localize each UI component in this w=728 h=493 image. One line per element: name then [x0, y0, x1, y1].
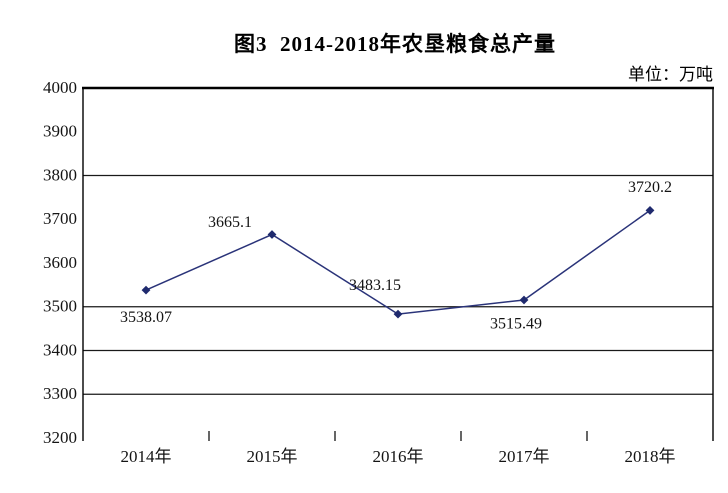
data-point-marker — [519, 295, 529, 305]
x-axis-label: 2016年 — [373, 447, 424, 466]
y-axis-label: 3800 — [43, 165, 77, 184]
x-axis-label: 2015年 — [247, 447, 298, 466]
data-label: 3720.2 — [628, 179, 672, 196]
y-axis-label: 3700 — [43, 209, 77, 228]
unit-label: 单位：万吨 — [628, 65, 713, 84]
x-axis-label: 2017年 — [499, 447, 550, 466]
y-axis-label: 3500 — [43, 297, 77, 316]
data-point-marker — [141, 285, 151, 295]
y-axis-label: 4000 — [43, 78, 77, 97]
data-label: 3538.07 — [120, 309, 172, 326]
y-axis-label: 3400 — [43, 340, 77, 359]
data-label: 3483.15 — [349, 277, 401, 294]
y-axis-label: 3600 — [43, 253, 77, 272]
y-axis-label: 3300 — [43, 384, 77, 403]
data-point-marker — [267, 230, 277, 239]
data-label: 3665.1 — [208, 214, 252, 231]
y-axis-label: 3200 — [43, 428, 77, 447]
data-point-marker — [645, 206, 655, 215]
chart-title: 图3 2014-2018年农垦粮食总产量 — [234, 32, 556, 56]
y-axis-label: 3900 — [43, 122, 77, 141]
data-point-marker — [393, 309, 403, 319]
x-axis-label: 2014年 — [121, 447, 172, 466]
x-axis-label: 2018年 — [625, 447, 676, 466]
data-label: 3515.49 — [490, 316, 542, 333]
